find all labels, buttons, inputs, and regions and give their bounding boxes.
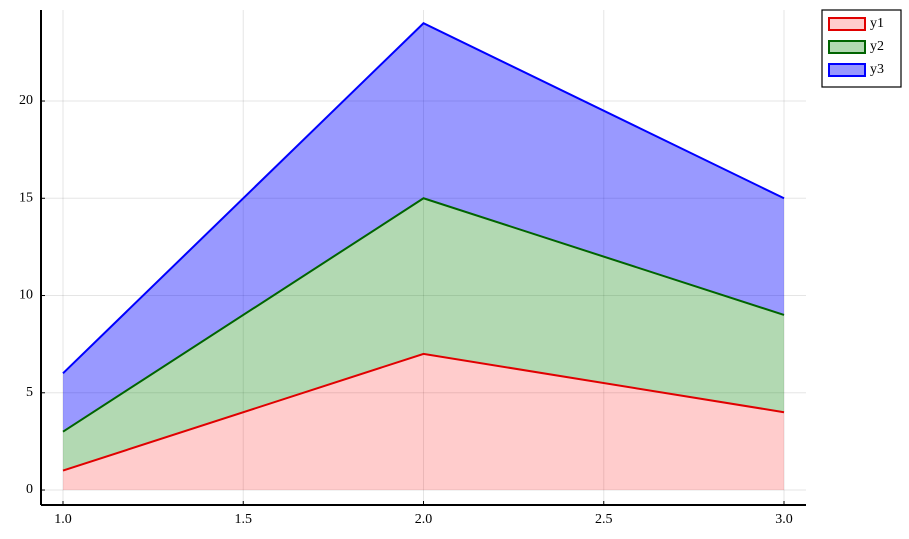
y-tick-label: 20 xyxy=(19,93,33,108)
legend-box xyxy=(821,9,902,88)
line xyxy=(62,197,785,433)
y-tick-label: 15 xyxy=(19,190,33,205)
x-tick-label: 1.0 xyxy=(54,512,72,527)
legend-label: y2 xyxy=(870,39,884,54)
y-tick-label: 10 xyxy=(19,288,33,303)
legend-swatch xyxy=(828,40,866,54)
area xyxy=(62,198,785,471)
line xyxy=(62,352,785,472)
x-tick-label: 3.0 xyxy=(775,512,793,527)
legend-label: y3 xyxy=(870,62,884,77)
y-tick-label: 5 xyxy=(26,385,33,400)
legend: y1 y2 y3 xyxy=(821,9,902,88)
legend-swatch xyxy=(828,63,866,77)
x-tick-label: 1.5 xyxy=(234,512,252,527)
x-tick-label: 2.0 xyxy=(415,512,433,527)
legend-swatch xyxy=(828,17,866,31)
line xyxy=(62,22,785,375)
y-tick-label: 0 xyxy=(26,482,33,497)
x-tick-label: 2.5 xyxy=(595,512,613,527)
area xyxy=(62,353,785,491)
area xyxy=(62,23,785,432)
legend-label: y1 xyxy=(870,16,884,31)
